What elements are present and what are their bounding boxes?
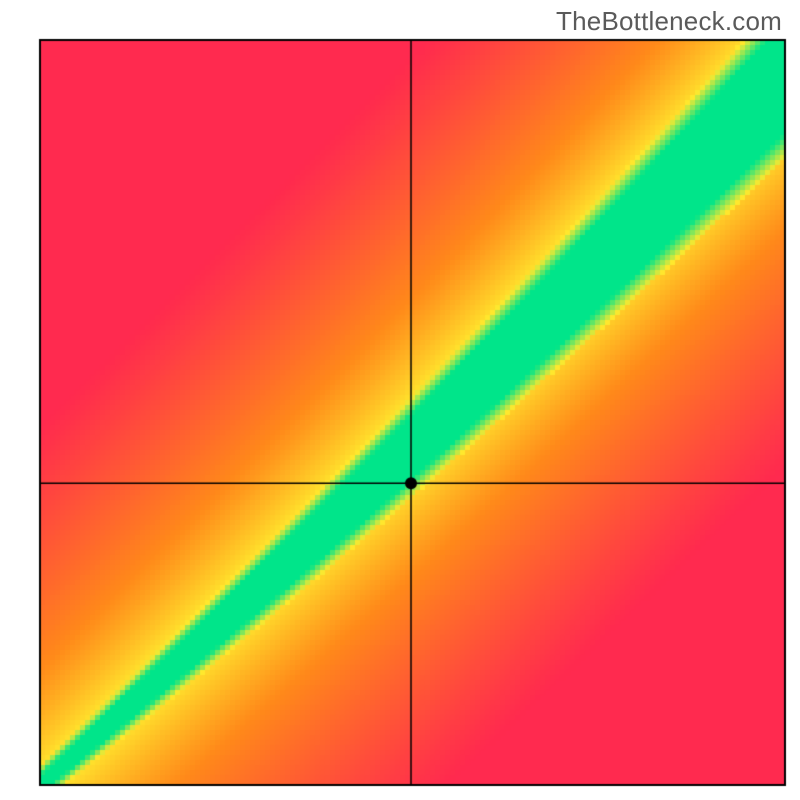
root-container: TheBottleneck.com [0,0,800,800]
heatmap-canvas [0,0,800,800]
watermark-text: TheBottleneck.com [556,6,782,37]
